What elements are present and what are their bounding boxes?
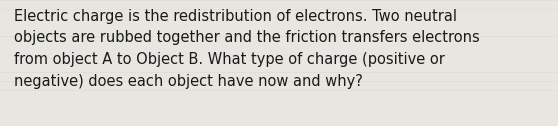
Text: Electric charge is the redistribution of electrons. Two neutral
objects are rubb: Electric charge is the redistribution of… — [14, 9, 480, 89]
